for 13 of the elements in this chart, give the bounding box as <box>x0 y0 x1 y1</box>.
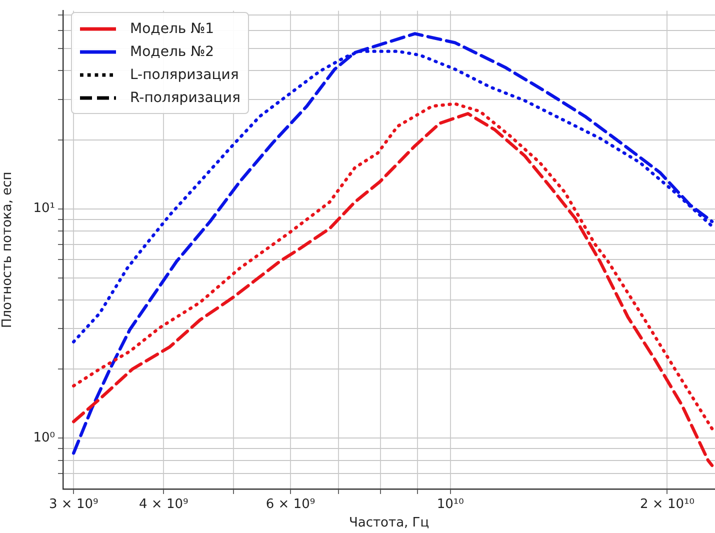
x-axis-title: Частота, Гц <box>348 516 430 531</box>
y-tick-label: 10⁰ <box>33 430 55 446</box>
x-tick-label: 4 × 10⁹ <box>139 497 188 512</box>
x-tick-label: 3 × 10⁹ <box>49 497 98 512</box>
annotation: R-поляризация <box>130 90 240 106</box>
annotation: L-поляризация <box>130 66 239 82</box>
annotation: Модель №1 <box>130 20 214 36</box>
y-tick-label: 10¹ <box>33 201 55 216</box>
x-tick-label: 6 × 10⁹ <box>266 497 316 512</box>
annotation: Модель №2 <box>130 44 214 60</box>
x-tick-label: 2 × 10¹⁰ <box>640 497 694 512</box>
y-axis-title: Плотность потока, есп <box>0 172 16 328</box>
x-tick-label: 10¹⁰ <box>436 497 464 512</box>
